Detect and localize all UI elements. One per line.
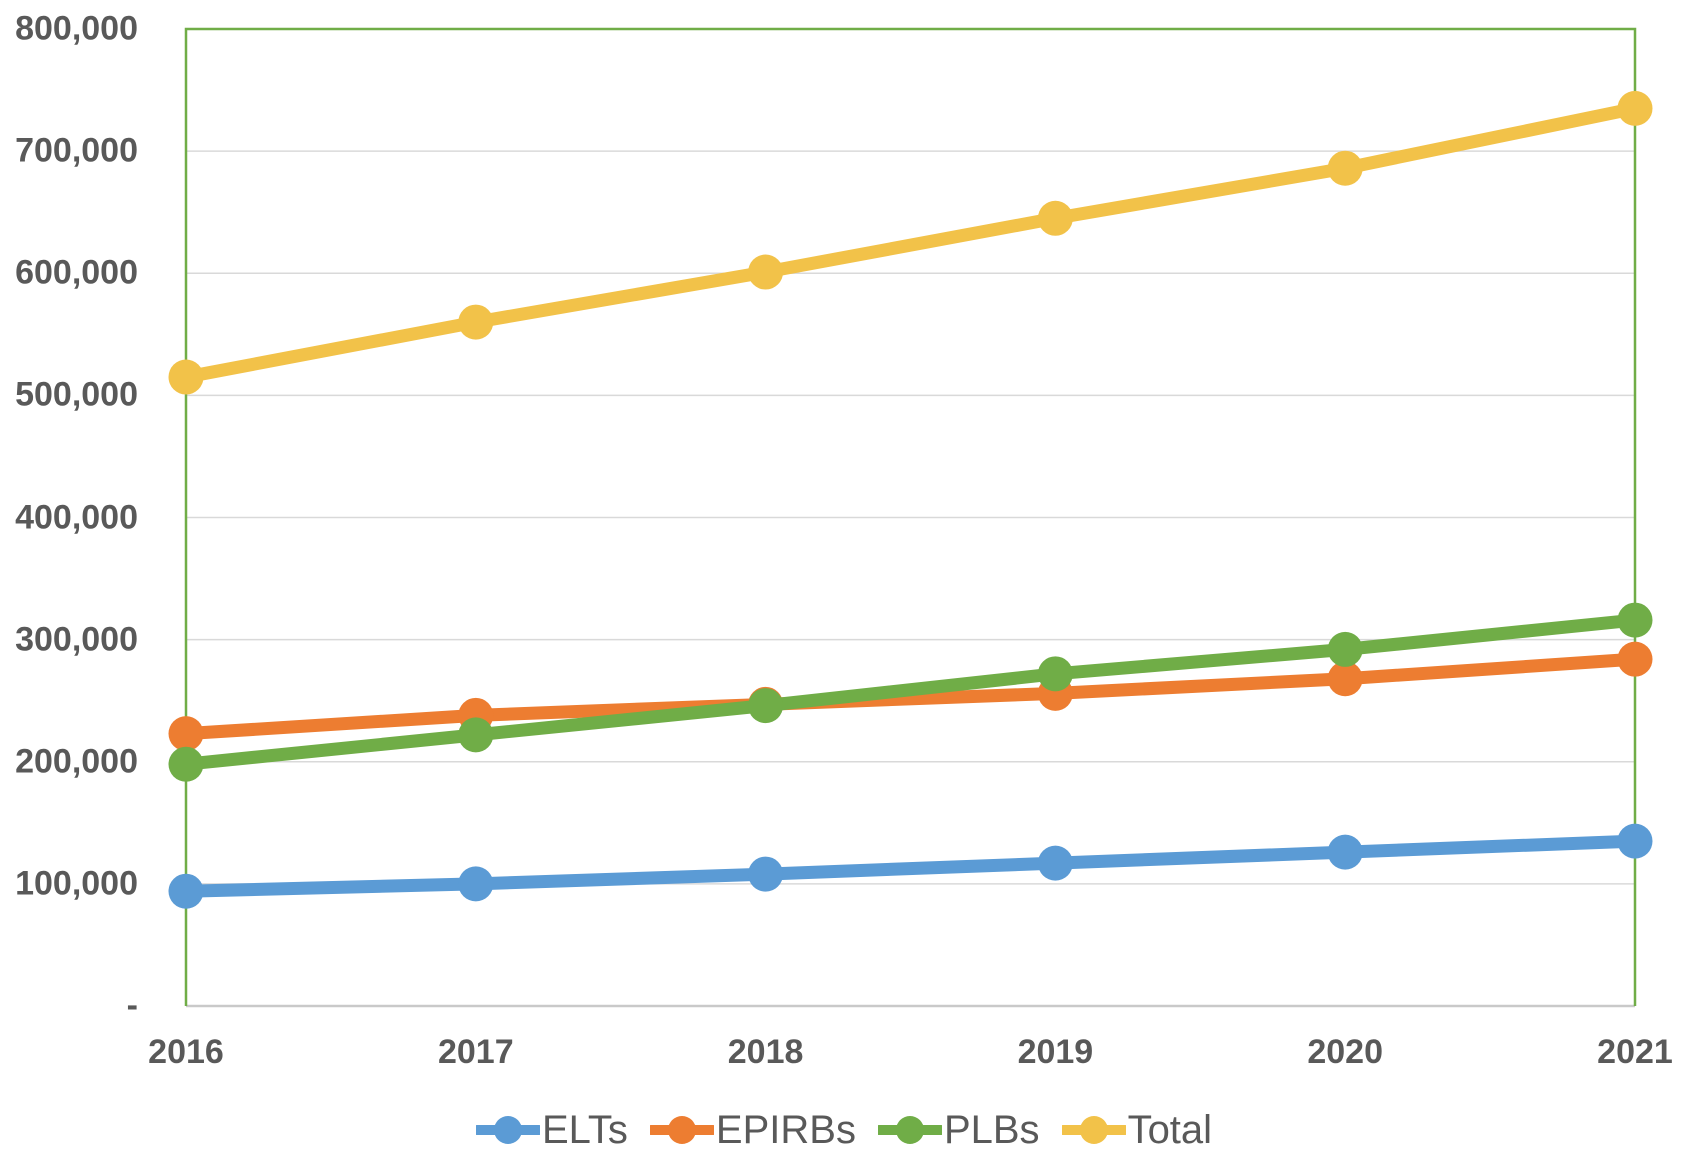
data-point-total-2018 xyxy=(748,254,784,290)
data-point-elts-2016 xyxy=(168,873,204,909)
x-axis-tick-label: 2019 xyxy=(1017,1033,1094,1071)
x-axis-tick-label: 2016 xyxy=(148,1033,224,1071)
legend-dot xyxy=(895,1116,924,1144)
data-point-total-2019 xyxy=(1037,200,1073,236)
series-line-plbs xyxy=(179,613,1642,771)
legend-line-dot-icon-epirbs xyxy=(649,1116,714,1144)
data-point-plbs-2020 xyxy=(1327,631,1363,667)
data-point-total-2021 xyxy=(1617,90,1653,126)
legend-item-total: Total xyxy=(1061,1108,1213,1152)
y-axis-tick-label: - xyxy=(126,986,138,1025)
data-point-plbs-2016 xyxy=(168,746,204,782)
x-axis-tick-label: 2017 xyxy=(437,1033,514,1071)
data-point-plbs-2018 xyxy=(748,688,784,724)
series-line-elts xyxy=(179,834,1642,898)
legend-line-dot-icon-plbs xyxy=(877,1116,942,1144)
data-point-epirbs-2020 xyxy=(1327,661,1363,697)
data-point-epirbs-2016 xyxy=(168,716,204,752)
data-point-total-2016 xyxy=(168,359,204,395)
y-axis-tick-label: 600,000 xyxy=(15,253,138,292)
plot-border xyxy=(184,27,1637,1006)
x-axis-tick-label: 2020 xyxy=(1307,1033,1384,1071)
legend-label-plbs: PLBs xyxy=(943,1108,1040,1152)
data-point-plbs-2019 xyxy=(1037,656,1073,692)
legend-label-elts: ELTs xyxy=(541,1108,628,1152)
y-axis-tick-label: 300,000 xyxy=(15,619,138,658)
data-point-elts-2020 xyxy=(1327,834,1363,870)
data-point-plbs-2017 xyxy=(458,717,494,753)
legend-label-epirbs: EPIRBs xyxy=(715,1108,856,1152)
y-axis-tick-label: 700,000 xyxy=(15,131,138,170)
data-point-elts-2018 xyxy=(748,856,784,892)
data-point-total-2020 xyxy=(1327,150,1363,186)
data-point-elts-2021 xyxy=(1617,823,1653,859)
y-axis-tick-label: 100,000 xyxy=(15,864,138,903)
y-axis-tick-label: 500,000 xyxy=(15,375,138,414)
x-axis-tick-label: 2018 xyxy=(727,1033,804,1071)
legend-line-dot-icon-elts xyxy=(475,1116,540,1144)
data-point-plbs-2021 xyxy=(1617,602,1653,638)
data-point-total-2017 xyxy=(458,304,494,340)
y-axis-tick-label: 800,000 xyxy=(15,9,138,48)
legend-dot xyxy=(493,1116,522,1144)
legend-dot xyxy=(667,1116,696,1144)
y-axis-tick-label: 400,000 xyxy=(15,497,138,536)
series-line-epirbs xyxy=(179,652,1642,741)
legend: ELTs EPIRBs PLBs Total xyxy=(0,1100,1688,1160)
legend-label-total: Total xyxy=(1127,1108,1213,1152)
legend-item-elts: ELTs xyxy=(475,1108,628,1152)
series-line-total xyxy=(179,101,1642,384)
legend-item-epirbs: EPIRBs xyxy=(649,1108,856,1152)
data-point-epirbs-2021 xyxy=(1617,641,1653,677)
legend-item-plbs: PLBs xyxy=(877,1108,1040,1152)
data-point-elts-2017 xyxy=(458,866,494,902)
y-axis-tick-label: 200,000 xyxy=(15,742,138,781)
legend-line-dot-icon-total xyxy=(1061,1116,1126,1144)
legend-dot xyxy=(1079,1116,1108,1144)
x-axis-tick-label: 2021 xyxy=(1597,1033,1673,1071)
data-point-elts-2019 xyxy=(1037,845,1073,881)
